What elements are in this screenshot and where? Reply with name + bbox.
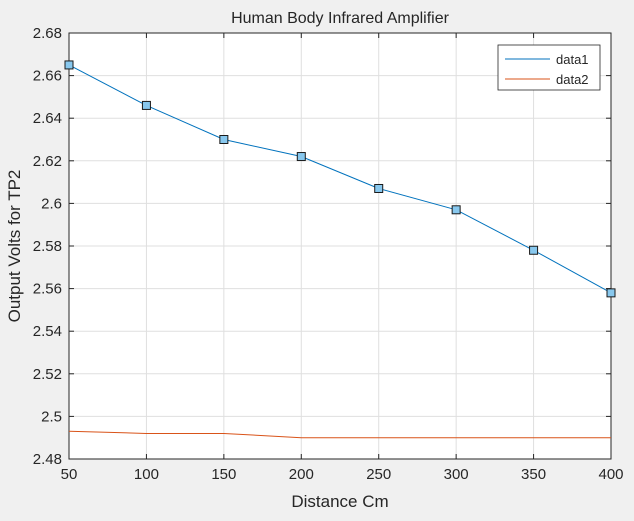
series — [64, 60, 616, 439]
legend-label-data2: data2 — [556, 72, 589, 87]
x-tick-label: 350 — [521, 466, 546, 483]
data-point-data1 — [141, 100, 151, 110]
data-point-data1 — [296, 152, 306, 162]
y-tick-label: 2.48 — [33, 451, 62, 468]
y-axis-label: Output Volts for TP2 — [5, 170, 24, 323]
data-point-data1 — [64, 60, 74, 70]
x-tick-label: 100 — [134, 466, 159, 483]
y-tick-label: 2.62 — [33, 153, 62, 170]
data-point-data1 — [219, 135, 229, 144]
data-point-data1 — [529, 245, 539, 255]
x-tick-label: 150 — [211, 466, 236, 483]
y-axis-ticks: 2.48 2.5 2.52 2.54 2.56 2.58 2.6 2.62 2.64 2.66 2.… — [33, 25, 611, 468]
x-axis-ticks: 50 100 150 200 250 300 350 400 — [61, 33, 624, 483]
y-tick-label: 2.5 — [41, 408, 62, 425]
x-tick-label: 200 — [289, 466, 314, 483]
chart-title: Human Body Infrared Amplifier — [231, 10, 450, 27]
data-point-data1 — [606, 288, 616, 298]
y-tick-label: 2.56 — [33, 281, 62, 298]
series-line-data1 — [68, 64, 612, 294]
data-point-data1 — [451, 205, 461, 215]
data-point-data1 — [374, 183, 384, 193]
x-axis-label: Distance Cm — [291, 492, 388, 511]
y-tick-label: 2.52 — [33, 366, 62, 383]
y-tick-label: 2.6 — [41, 195, 62, 212]
y-tick-label: 2.68 — [33, 25, 62, 42]
x-tick-label: 400 — [598, 466, 623, 483]
y-tick-label: 2.64 — [33, 110, 62, 127]
x-tick-label: 300 — [444, 466, 469, 483]
legend-box — [497, 44, 601, 91]
y-tick-label: 2.66 — [33, 68, 62, 85]
x-tick-label: 50 — [61, 466, 78, 483]
x-tick-label: 250 — [366, 466, 391, 483]
y-tick-label: 2.54 — [33, 323, 62, 340]
series-line-data2 — [68, 430, 611, 439]
legend: data1 data2 — [497, 44, 601, 91]
legend-label-data1: data1 — [556, 52, 589, 67]
y-tick-label: 2.58 — [33, 238, 62, 255]
